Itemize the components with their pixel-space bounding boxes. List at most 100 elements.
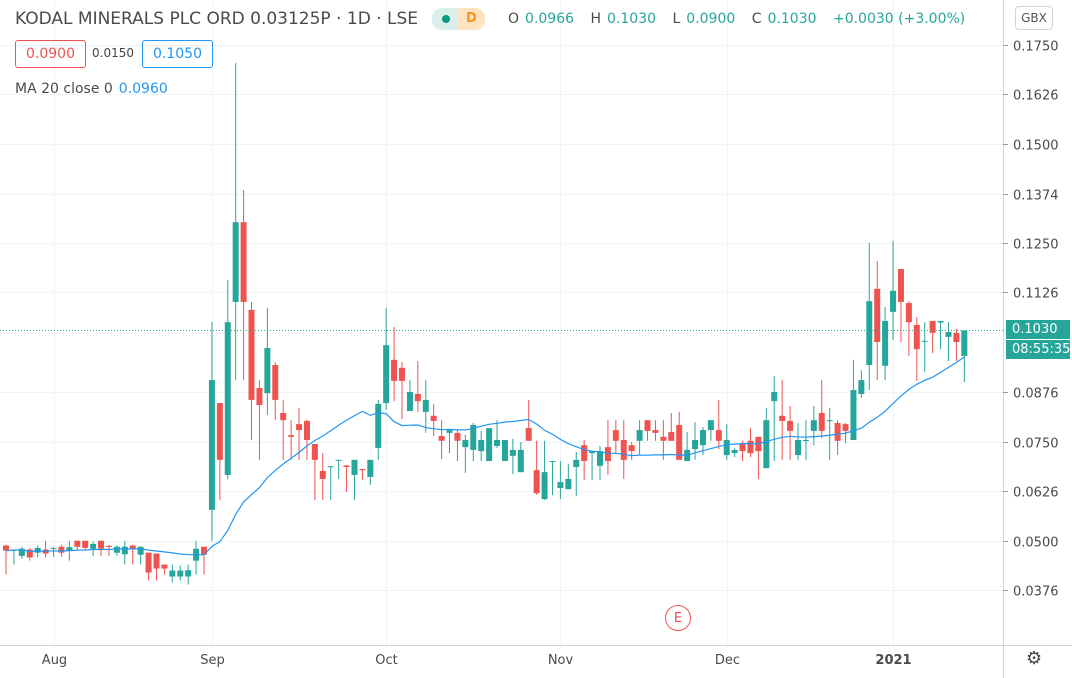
candle-body bbox=[501, 440, 508, 462]
candle bbox=[779, 380, 786, 460]
candle bbox=[224, 280, 231, 480]
candle-body bbox=[715, 430, 722, 441]
candle bbox=[232, 63, 239, 381]
candle-body bbox=[82, 540, 89, 548]
candle-body bbox=[810, 420, 817, 431]
currency-button[interactable]: GBX bbox=[1015, 6, 1053, 30]
candle bbox=[82, 540, 89, 550]
time-axis[interactable]: Aug Sep Oct Nov Dec 2021 bbox=[42, 653, 912, 668]
candle bbox=[137, 546, 144, 565]
y-tick-label: 0.1500 bbox=[1013, 139, 1059, 154]
candle-body bbox=[90, 543, 97, 549]
y-tick-label: 0.1126 bbox=[1013, 287, 1059, 302]
low-value: 0.0900 bbox=[686, 11, 736, 27]
candle bbox=[517, 441, 524, 473]
low-label: L bbox=[672, 11, 681, 27]
ma-legend[interactable]: MA 20 close 0 0.0960 bbox=[15, 81, 168, 97]
bar-countdown-label: 08:55:35 bbox=[1006, 340, 1070, 360]
candle-body bbox=[589, 451, 596, 454]
candle-body bbox=[779, 415, 786, 421]
candle-body bbox=[913, 324, 920, 350]
candle bbox=[660, 420, 667, 460]
candle bbox=[26, 547, 33, 561]
candle bbox=[454, 429, 461, 462]
candle-body bbox=[26, 549, 33, 558]
candle-body bbox=[430, 415, 437, 421]
candle bbox=[810, 405, 817, 446]
candle bbox=[240, 190, 247, 381]
y-tick-label: 0.0876 bbox=[1013, 387, 1059, 402]
candle bbox=[541, 440, 548, 500]
candle-body bbox=[644, 420, 651, 431]
candle bbox=[272, 362, 279, 421]
candle bbox=[462, 434, 469, 473]
x-tick-label: Nov bbox=[548, 653, 574, 668]
candle bbox=[549, 461, 556, 496]
candle bbox=[945, 322, 952, 362]
candle-body bbox=[50, 547, 57, 549]
candle bbox=[311, 443, 318, 500]
candle-body bbox=[327, 466, 334, 468]
candle bbox=[525, 399, 532, 441]
candle-body bbox=[517, 449, 524, 473]
candle bbox=[74, 540, 81, 551]
candle-body bbox=[98, 540, 105, 549]
candle-body bbox=[549, 461, 556, 463]
candle bbox=[153, 553, 160, 581]
candle bbox=[264, 307, 271, 416]
candle bbox=[113, 545, 120, 556]
candle-body bbox=[462, 440, 469, 448]
candle-body bbox=[248, 309, 255, 400]
candle-body bbox=[525, 428, 532, 441]
candle bbox=[913, 317, 920, 381]
candle bbox=[414, 361, 421, 412]
candle-body bbox=[454, 432, 461, 441]
candle-body bbox=[723, 440, 730, 456]
sell-button[interactable]: 0.0900 bbox=[15, 40, 86, 68]
y-tick-label: 0.0750 bbox=[1013, 437, 1059, 452]
candle bbox=[169, 564, 176, 583]
gear-icon[interactable]: ⚙ bbox=[1026, 648, 1043, 669]
candle bbox=[644, 420, 651, 441]
candle-body bbox=[201, 546, 207, 555]
candle bbox=[684, 432, 691, 462]
candle-body bbox=[731, 449, 738, 454]
candle-body bbox=[937, 320, 944, 323]
buy-button[interactable]: 0.1050 bbox=[142, 40, 213, 68]
earnings-event-marker[interactable]: E bbox=[665, 605, 691, 631]
candle bbox=[50, 547, 57, 557]
candle-body bbox=[391, 359, 398, 381]
candle-body bbox=[826, 420, 833, 422]
candle-body bbox=[383, 345, 390, 404]
candle-body bbox=[288, 435, 295, 437]
candle-body bbox=[905, 303, 912, 323]
candle-body bbox=[280, 413, 287, 421]
candle bbox=[668, 413, 675, 441]
candle bbox=[905, 301, 912, 356]
candle-body bbox=[494, 440, 501, 446]
ma-value: 0.0960 bbox=[118, 81, 168, 97]
x-tick-label: Dec bbox=[715, 653, 740, 668]
candle-body bbox=[897, 268, 904, 302]
candle bbox=[557, 461, 564, 500]
candle-body bbox=[509, 449, 516, 456]
candle-body bbox=[747, 440, 754, 454]
price-axis[interactable]: 0.1750 0.1626 0.1500 0.1374 0.1250 0.1126 0.08… bbox=[1003, 40, 1059, 600]
symbol-header[interactable]: KODAL MINERALS PLC ORD 0.03125P · 1D · L… bbox=[15, 8, 485, 30]
market-status-badge[interactable]: D bbox=[432, 8, 485, 30]
candle bbox=[874, 261, 881, 381]
candle-body bbox=[256, 388, 263, 406]
candle-body bbox=[438, 436, 445, 441]
candle bbox=[676, 411, 683, 460]
candle-body bbox=[319, 470, 326, 479]
y-tick-label: 0.1750 bbox=[1013, 40, 1059, 55]
candle bbox=[795, 422, 801, 460]
candle-body bbox=[874, 288, 881, 342]
candle bbox=[3, 544, 9, 575]
candle-body bbox=[961, 330, 968, 356]
candle bbox=[375, 399, 382, 460]
candle-body bbox=[763, 420, 770, 469]
candle-body bbox=[565, 478, 572, 490]
candle bbox=[850, 359, 857, 441]
